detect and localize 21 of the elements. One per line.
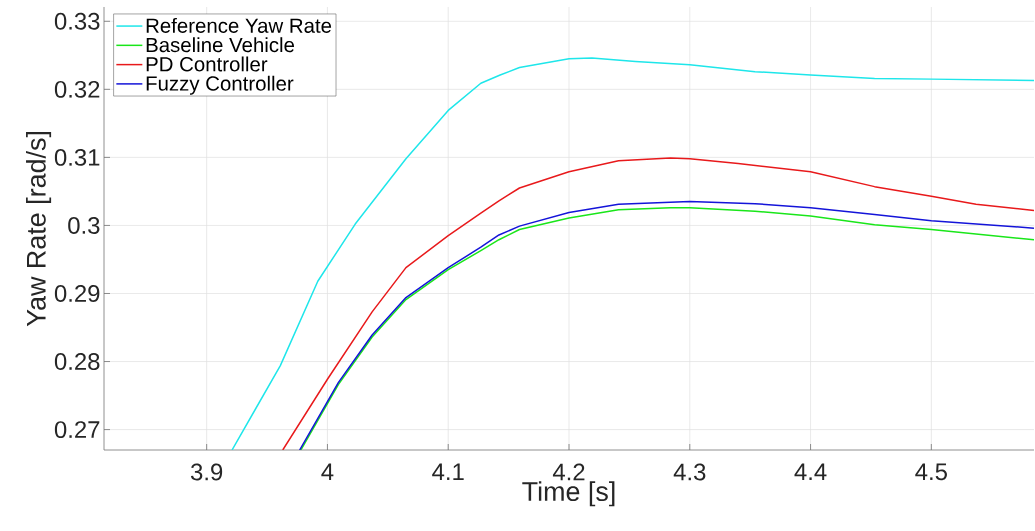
y-tick-label: 0.31	[54, 148, 100, 166]
x-tick-label: 4	[321, 463, 334, 480]
y-tick-label: 0.32	[54, 80, 100, 98]
y-tick-label: 0.3	[68, 216, 100, 234]
y-tick-label: 0.28	[54, 353, 100, 370]
legend-label: Reference Yaw Rate	[146, 17, 332, 33]
legend-label: Baseline Vehicle	[146, 37, 295, 53]
y-tick-label: 0.33	[54, 12, 100, 30]
y-axis-title: Yaw Rate [rad/s]	[26, 132, 52, 327]
y-tick-label: 0.29	[54, 285, 100, 302]
x-tick-label: 4.2	[552, 463, 585, 481]
legend-label: Fuzzy Controller	[146, 75, 294, 95]
x-tick-label: 4.1	[432, 463, 464, 480]
x-tick-label: 3.9	[190, 463, 223, 481]
legend-label: PD Controller	[146, 56, 268, 72]
x-tick-label: 4.5	[915, 463, 947, 481]
x-tick-label: 4.3	[673, 463, 706, 481]
y-tick-label: 0.27	[54, 421, 100, 439]
x-axis-title: Time [s]	[522, 481, 615, 507]
line-series	[282, 157, 1034, 450]
x-tick-label: 4.4	[794, 463, 827, 480]
